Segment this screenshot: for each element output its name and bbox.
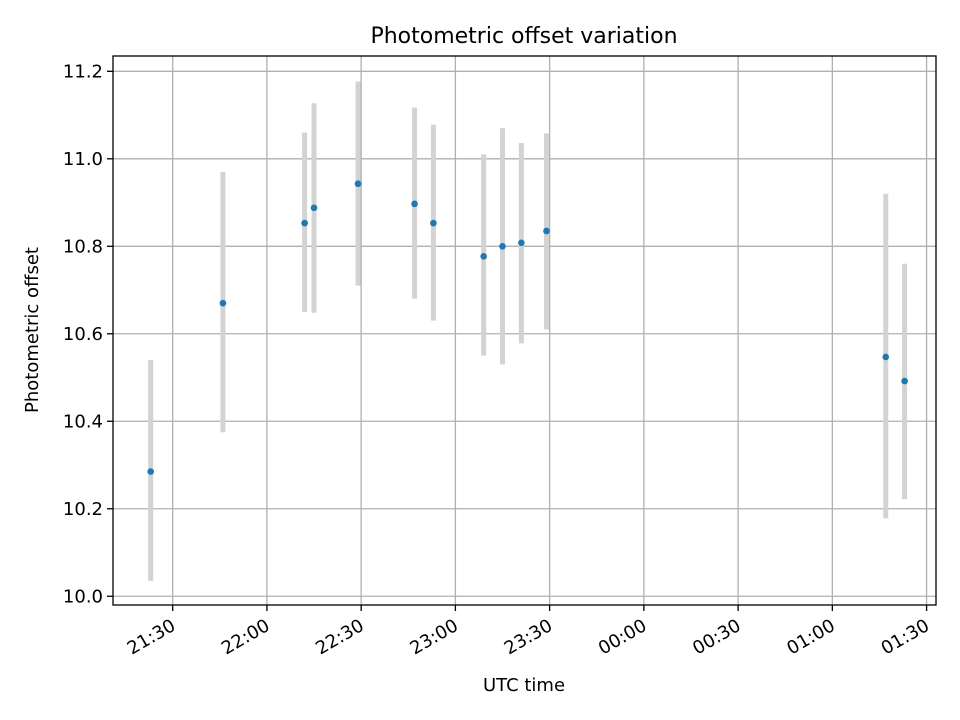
data-point [147, 468, 154, 475]
plot-frame [112, 55, 937, 606]
y-tick-label: 10.4 [63, 411, 103, 432]
data-point [301, 219, 308, 227]
data-point [480, 253, 487, 260]
data-point [354, 180, 362, 188]
y-tick-label: 10.8 [63, 236, 103, 257]
y-tick-label: 11.2 [63, 61, 103, 82]
y-tick-label: 10.2 [63, 499, 103, 520]
data-points [147, 180, 908, 475]
data-point [430, 219, 437, 227]
y-axis-ticks: 10.0 10.2 10.4 10.6 10.8 11.0 11.2 [63, 61, 113, 607]
data-point [219, 299, 227, 307]
data-point [543, 227, 550, 235]
y-tick-label: 11.0 [63, 149, 103, 170]
y-axis-label: Photometric offset [22, 247, 43, 413]
data-point [518, 239, 525, 247]
data-point [882, 353, 890, 361]
data-point [901, 377, 908, 385]
y-tick-label: 10.0 [63, 586, 103, 607]
y-tick-label: 10.6 [63, 324, 103, 345]
x-axis-label: UTC time [483, 675, 565, 696]
grid-lines [113, 56, 936, 605]
data-point [310, 204, 318, 212]
chart-title: Photometric offset variation [370, 24, 677, 49]
data-point [411, 200, 418, 208]
data-point [499, 242, 506, 250]
